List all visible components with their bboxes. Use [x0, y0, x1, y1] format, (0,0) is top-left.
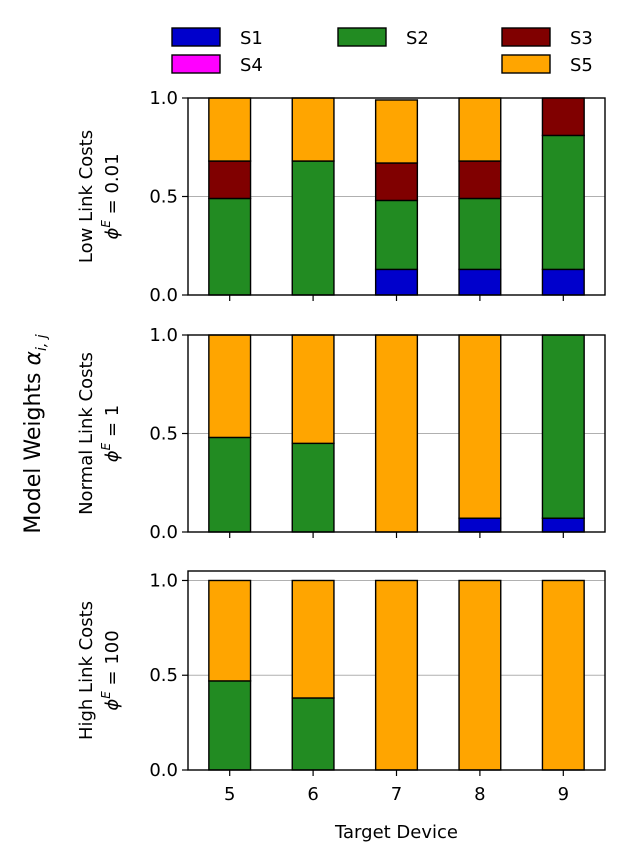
bar-s3: [374, 162, 419, 202]
legend-label: S2: [406, 28, 429, 49]
legend-entry-s5: S5: [501, 54, 593, 76]
legend-swatch: [171, 54, 221, 74]
legend-swatch: [501, 54, 551, 74]
y-tick-label: 0.5: [149, 187, 178, 208]
bar-s1: [541, 517, 585, 533]
bar-s1: [541, 268, 585, 296]
bar-s5: [291, 579, 335, 699]
panel-phi-label: ϕE = 100: [99, 630, 123, 710]
bar-s2: [541, 334, 585, 519]
bar-s2: [458, 197, 502, 271]
bar-s5: [374, 579, 419, 771]
bar-s5: [291, 334, 335, 445]
y-tick-label: 1.0: [149, 570, 178, 591]
legend-swatch: [337, 27, 387, 47]
legend-entry-s3: S3: [501, 27, 593, 49]
phi-value: = 1: [102, 405, 123, 443]
legend: S1 S2 S3 S4 S5: [171, 27, 593, 76]
panel-low: 0.0 0.5 1.0: [149, 88, 606, 306]
bar-s1: [374, 268, 419, 296]
panel-frame: [187, 334, 606, 533]
phi-symbol: ϕ: [102, 450, 123, 462]
panel-normal: 0.0 0.5 1.0: [149, 325, 606, 543]
bar-s2: [291, 160, 335, 296]
bar-s3: [541, 97, 585, 137]
bar-s2: [208, 436, 252, 533]
y-tick-label: 1.0: [149, 325, 178, 346]
bar-s5: [208, 579, 252, 682]
legend-swatch: [501, 27, 551, 47]
y-tick-label: 0.5: [149, 424, 178, 445]
bar-s5: [541, 579, 585, 771]
bar-s5: [208, 334, 252, 439]
chart-panels: 0.0 0.5 1.0 0.0 0.5 1.0 0.0 0.5 1.0 5 6 7 8 9: [149, 88, 606, 805]
bar-s5: [208, 97, 252, 162]
bar-s2: [208, 680, 252, 771]
legend-entry-s4: S4: [171, 54, 263, 76]
phi-value: = 100: [102, 630, 123, 691]
bar-s5: [458, 97, 502, 162]
bar-s2: [374, 199, 419, 271]
x-tick-label: 7: [391, 784, 402, 805]
x-tick-label: 6: [307, 784, 318, 805]
bar-s5: [458, 579, 502, 771]
bar-s3: [458, 160, 502, 200]
panel-phi-label: ϕE = 0.01: [99, 153, 123, 239]
panel-phi-label: ϕE = 1: [99, 405, 123, 462]
legend-label: S4: [240, 55, 263, 76]
bar-s1: [458, 268, 502, 296]
panel-frame: [187, 97, 606, 296]
x-tick-label: 5: [224, 784, 235, 805]
legend-entry-s1: S1: [171, 27, 263, 49]
phi-superscript: E: [99, 691, 113, 699]
bar-s5: [374, 334, 419, 533]
bar-s2: [208, 197, 252, 296]
y-axis-title-subscript: i, j: [34, 334, 50, 351]
bar-s5: [458, 334, 502, 519]
phi-symbol: ϕ: [102, 699, 123, 711]
bar-s2: [291, 697, 335, 771]
phi-superscript: E: [99, 442, 113, 450]
bar-s5: [291, 97, 335, 162]
panel-title: Low Link Costs: [76, 130, 97, 263]
panel-frame: [187, 570, 606, 771]
bar-s5: [374, 99, 419, 164]
legend-label: S3: [570, 28, 593, 49]
y-axis-title-text: Model Weights: [21, 366, 46, 534]
bar-s1: [458, 517, 502, 533]
y-tick-label: 0.0: [149, 285, 178, 306]
phi-superscript: E: [99, 220, 113, 228]
y-tick-label: 0.5: [149, 665, 178, 686]
y-tick-label: 1.0: [149, 88, 178, 109]
y-axis-title-symbol: α: [21, 351, 46, 366]
panel-title: High Link Costs: [76, 601, 97, 740]
panel-high: 0.0 0.5 1.0 5 6 7 8 9: [149, 570, 606, 805]
phi-value: = 0.01: [102, 153, 123, 220]
phi-symbol: ϕ: [102, 228, 123, 240]
legend-label: S5: [570, 55, 593, 76]
x-axis-title: Target Device: [334, 822, 458, 843]
panel-title: Normal Link Costs: [76, 352, 97, 515]
legend-entry-s2: S2: [337, 27, 429, 49]
x-tick-label: 8: [474, 784, 485, 805]
y-tick-label: 0.0: [149, 760, 178, 781]
y-axis-title: Model Weights αi, j: [21, 334, 50, 533]
y-tick-label: 0.0: [149, 522, 178, 543]
legend-label: S1: [240, 28, 263, 49]
bar-s2: [541, 134, 585, 271]
bar-s3: [208, 160, 252, 200]
bar-s2: [291, 442, 335, 533]
x-tick-label: 9: [558, 784, 569, 805]
legend-swatch: [171, 27, 221, 47]
